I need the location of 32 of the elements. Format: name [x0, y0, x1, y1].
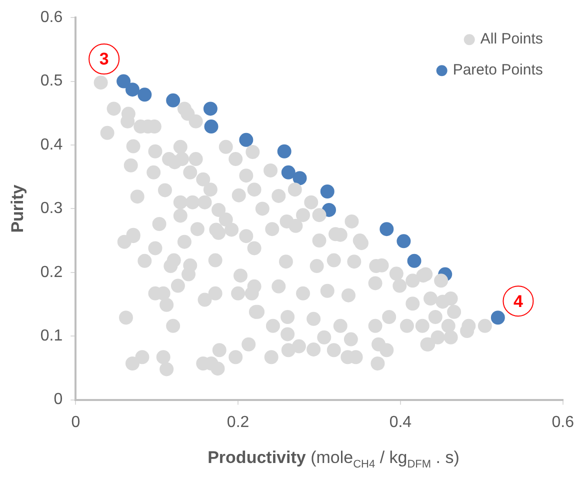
y-tick-label: 0.6 [40, 9, 63, 26]
point [204, 120, 218, 134]
point [277, 144, 292, 158]
point [116, 74, 131, 88]
annotation: 3 [99, 50, 109, 69]
point [407, 254, 422, 268]
y-tick-label: 0.3 [40, 200, 63, 218]
x-tick-label: 0.4 [389, 414, 412, 431]
point [396, 234, 411, 248]
point [380, 222, 394, 236]
point [239, 132, 254, 147]
point [203, 102, 218, 116]
y-tick-label: 0 [54, 391, 63, 408]
point [320, 184, 334, 198]
point [292, 171, 307, 186]
point [125, 82, 140, 97]
y-tick-label: 0.4 [40, 136, 63, 154]
x-tick-label: 0.2 [226, 414, 250, 431]
x-tick-label: 0.6 [552, 414, 574, 431]
y-tick-label: 0.1 [40, 328, 63, 345]
x-axis-title: Productivity (mole$_{CH4}$ / kg$_{DFM}$ . s) [206, 448, 460, 470]
legend-label: Pareto Points [452, 62, 543, 79]
point [138, 88, 152, 102]
legend-label: All Points [480, 30, 543, 48]
annotation: 4 [513, 292, 524, 311]
x-tick-label: 0 [71, 414, 80, 431]
y-tick-label: 0.5 [40, 72, 63, 90]
point [490, 310, 505, 325]
y-axis-title: Purity [8, 184, 27, 233]
point [166, 93, 180, 108]
y-tick-label: 0.2 [40, 264, 63, 281]
point [281, 165, 296, 180]
